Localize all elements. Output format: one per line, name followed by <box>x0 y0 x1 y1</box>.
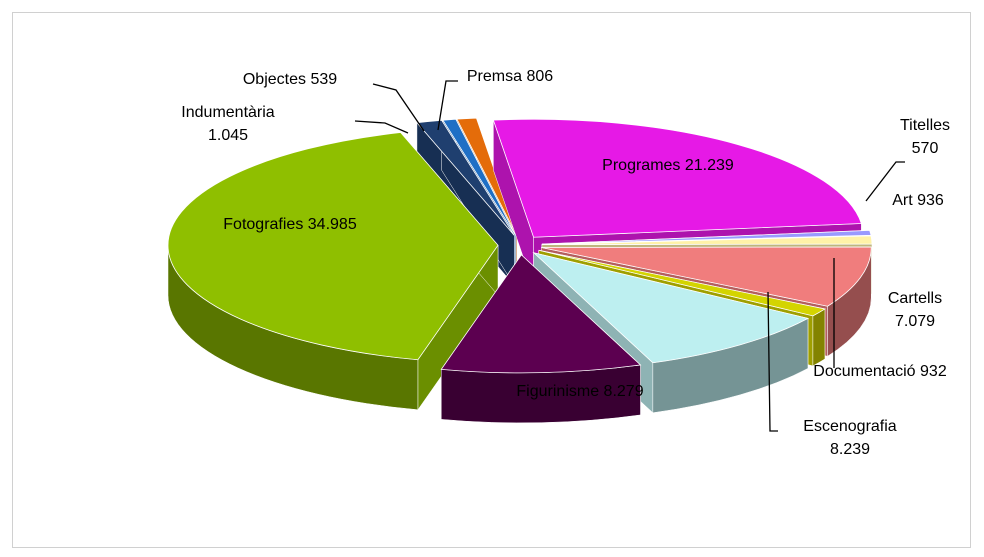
label-value: 806 <box>526 68 553 85</box>
leader-line <box>437 80 458 131</box>
label-name: Indumentària <box>181 104 274 121</box>
data-label: Premsa 806 <box>467 68 553 85</box>
slice-top <box>416 119 515 236</box>
label-name: Figurinisme <box>516 383 599 400</box>
label-name: Documentació <box>813 363 915 380</box>
pie <box>167 117 873 424</box>
data-label: Titelles 570 <box>900 117 950 157</box>
label-name: Titelles <box>900 117 950 134</box>
slice-top <box>492 118 862 238</box>
data-label: Documentació 932 <box>813 363 947 380</box>
label-value: 34.985 <box>308 216 357 233</box>
label-value: 936 <box>917 192 944 209</box>
label-value: 1.045 <box>208 127 248 144</box>
slice-top <box>440 254 642 374</box>
slice-top <box>456 117 518 236</box>
slice <box>440 254 642 424</box>
label-value: 21.239 <box>685 157 734 174</box>
label-value: 539 <box>310 71 337 88</box>
leader-line <box>354 120 409 134</box>
data-label: Art 936 <box>892 192 944 209</box>
label-name: Objectes <box>243 71 306 88</box>
label-name: Programes <box>602 157 680 174</box>
label-name: Art <box>892 192 913 209</box>
label-name: Escenografia <box>803 418 896 435</box>
slice-top <box>532 251 810 364</box>
slice-top <box>541 235 873 246</box>
slice-top <box>541 229 872 245</box>
label-value: 8.239 <box>830 441 870 458</box>
label-value: 932 <box>920 363 947 380</box>
data-label: Figurinisme 8.279 <box>516 383 643 400</box>
label-value: 8.279 <box>604 383 644 400</box>
leader-line <box>372 83 425 132</box>
labels: Programes 21.239 Titelles 570 Art 936 Cartel… <box>181 68 950 458</box>
leader-line <box>767 291 778 432</box>
slice-top <box>442 118 516 236</box>
data-label: Programes 21.239 <box>602 157 734 174</box>
data-label: Fotografies 34.985 <box>223 216 357 233</box>
data-label: Objectes 539 <box>243 71 337 88</box>
label-name: Fotografies <box>223 216 303 233</box>
slice-side <box>812 308 826 367</box>
data-label: Escenografia 8.239 <box>803 418 896 458</box>
label-value: 570 <box>912 140 939 157</box>
slice <box>167 131 499 411</box>
leader-line <box>865 161 905 202</box>
slice-top <box>541 246 872 307</box>
label-name: Cartells <box>888 290 942 307</box>
label-value: 7.079 <box>895 313 935 330</box>
data-label: Indumentària 1.045 <box>181 104 274 144</box>
label-name: Premsa <box>467 68 522 85</box>
data-label: Cartells 7.079 <box>888 290 942 330</box>
slice-top <box>167 132 499 361</box>
slice-top <box>538 249 827 317</box>
